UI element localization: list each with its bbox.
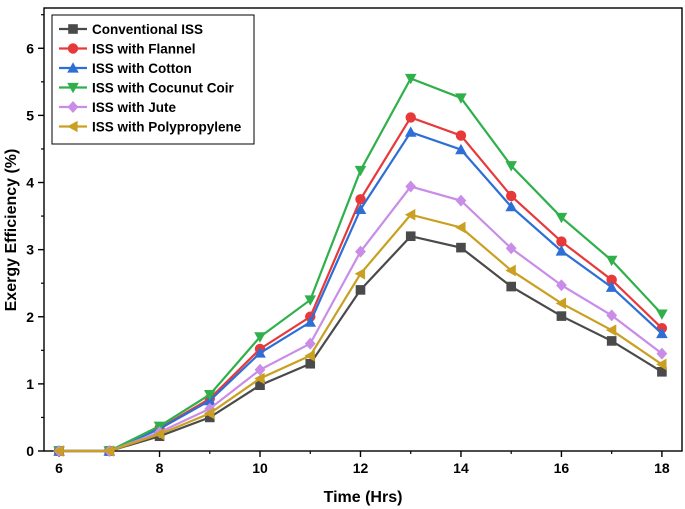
data-point bbox=[505, 161, 517, 172]
data-point bbox=[153, 428, 165, 441]
legend-box bbox=[51, 14, 255, 145]
data-point bbox=[455, 130, 467, 141]
y-tick-label: 5 bbox=[26, 107, 34, 123]
data-point bbox=[305, 358, 316, 369]
legend-marker bbox=[68, 24, 78, 34]
data-point bbox=[254, 363, 266, 376]
x-tick-label: 10 bbox=[252, 460, 268, 476]
series-line bbox=[59, 234, 663, 453]
legend-label: ISS with Cocunut Coir bbox=[92, 81, 234, 96]
data-point bbox=[204, 412, 215, 423]
legend-item: ISS with Polypropylene bbox=[59, 120, 242, 135]
data-point bbox=[404, 208, 416, 221]
data-point bbox=[405, 180, 417, 193]
data-point bbox=[304, 316, 317, 327]
series-0 bbox=[54, 231, 667, 456]
data-point bbox=[103, 445, 114, 457]
data-point bbox=[506, 281, 516, 292]
y-tick-label: 6 bbox=[26, 40, 34, 56]
x-tick-label: 14 bbox=[453, 460, 469, 476]
y-axis-title: Exergy Efficiency (%) bbox=[3, 149, 20, 312]
legend-marker bbox=[67, 62, 79, 73]
data-point bbox=[556, 279, 567, 292]
legend-marker bbox=[67, 101, 79, 113]
legend-item: Conventional ISS bbox=[59, 22, 203, 37]
legend-label: ISS with Cotton bbox=[92, 61, 192, 76]
data-point bbox=[354, 165, 367, 177]
y-tick-label: 0 bbox=[26, 443, 34, 459]
series-5 bbox=[53, 208, 667, 457]
data-point bbox=[555, 212, 568, 224]
data-point bbox=[456, 242, 466, 253]
legend-item: ISS with Cocunut Coir bbox=[59, 81, 234, 96]
data-point bbox=[304, 295, 317, 306]
data-point bbox=[404, 73, 417, 85]
data-point bbox=[657, 366, 667, 377]
legend-label: ISS with Polypropylene bbox=[92, 120, 242, 135]
data-point bbox=[605, 324, 617, 336]
data-point bbox=[556, 311, 567, 321]
data-point bbox=[304, 349, 315, 362]
data-point bbox=[455, 194, 467, 207]
legend-item: ISS with Flannel bbox=[59, 42, 196, 57]
legend-marker bbox=[67, 82, 79, 94]
data-point bbox=[254, 372, 265, 385]
data-point bbox=[455, 93, 467, 104]
data-point bbox=[555, 245, 568, 256]
series-1 bbox=[53, 112, 668, 457]
legend-marker bbox=[67, 120, 78, 133]
data-point bbox=[656, 309, 668, 320]
data-point bbox=[405, 112, 416, 123]
data-point bbox=[203, 407, 215, 420]
y-tick-label: 1 bbox=[26, 376, 34, 392]
y-tick-label: 2 bbox=[26, 309, 34, 325]
x-tick-label: 18 bbox=[654, 460, 670, 476]
x-tick-label: 16 bbox=[554, 460, 570, 476]
data-point bbox=[605, 281, 618, 292]
data-point bbox=[53, 445, 64, 457]
data-point bbox=[254, 347, 266, 358]
data-point bbox=[355, 285, 366, 295]
data-point bbox=[656, 327, 668, 339]
data-point bbox=[254, 332, 266, 343]
data-point bbox=[354, 203, 367, 214]
data-point bbox=[555, 297, 567, 310]
data-point bbox=[606, 336, 617, 346]
data-point bbox=[606, 274, 617, 286]
legend-label: ISS with Flannel bbox=[92, 42, 196, 57]
data-point bbox=[404, 126, 417, 137]
x-tick-label: 8 bbox=[156, 460, 164, 476]
y-tick-label: 4 bbox=[26, 175, 34, 191]
data-point bbox=[505, 200, 517, 212]
plot-frame bbox=[43, 7, 683, 452]
legend-marker bbox=[67, 43, 79, 54]
legend-item: ISS with Jute bbox=[59, 100, 177, 115]
legend-label: ISS with Jute bbox=[92, 100, 177, 115]
data-point bbox=[505, 242, 517, 255]
data-point bbox=[405, 231, 416, 242]
data-point bbox=[355, 194, 366, 205]
legend-item: ISS with Cotton bbox=[59, 61, 192, 76]
data-point bbox=[606, 309, 618, 322]
data-point bbox=[455, 221, 466, 234]
legend-label: Conventional ISS bbox=[92, 22, 203, 37]
data-point bbox=[304, 337, 316, 350]
data-point bbox=[656, 358, 667, 371]
data-point bbox=[455, 143, 467, 155]
data-point bbox=[605, 255, 618, 267]
data-point bbox=[355, 245, 366, 258]
data-point bbox=[656, 347, 668, 360]
x-axis-title: Time (Hrs) bbox=[324, 489, 403, 506]
data-point bbox=[556, 236, 567, 247]
data-point bbox=[255, 380, 265, 391]
data-point bbox=[203, 390, 216, 401]
x-tick-label: 6 bbox=[55, 460, 63, 476]
data-point bbox=[354, 268, 366, 280]
data-point bbox=[505, 264, 516, 277]
series-4 bbox=[53, 180, 668, 457]
x-tick-label: 12 bbox=[353, 460, 369, 476]
data-point bbox=[505, 190, 517, 202]
y-tick-label: 3 bbox=[26, 242, 34, 258]
